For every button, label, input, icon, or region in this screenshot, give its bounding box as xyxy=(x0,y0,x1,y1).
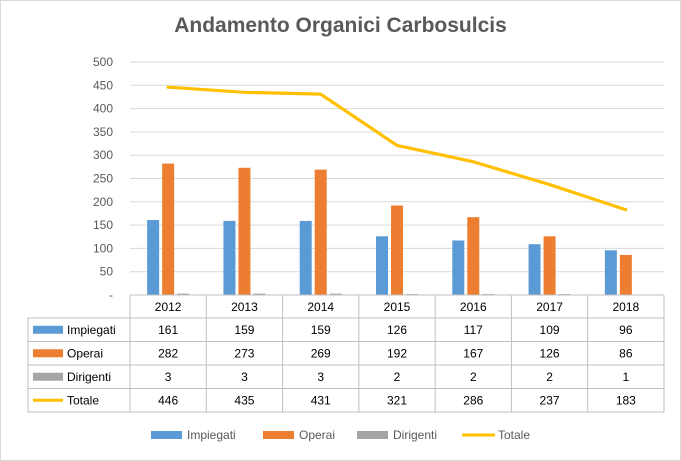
x-tick-label: 2016 xyxy=(460,300,487,314)
x-tick-label: 2014 xyxy=(307,300,334,314)
bar-impiegati xyxy=(604,250,617,295)
table-cell: 192 xyxy=(387,346,407,360)
y-tick-label: 50 xyxy=(100,265,114,279)
bar-impiegati xyxy=(528,244,541,295)
bar-dirigenti xyxy=(253,293,266,295)
table-cell: 282 xyxy=(158,346,178,360)
table-cell: 237 xyxy=(540,393,560,407)
legend-key-impiegati xyxy=(151,431,182,439)
bar-operai xyxy=(314,169,327,295)
table-cell: 1 xyxy=(623,370,630,384)
x-tick-label: 2015 xyxy=(384,300,411,314)
bar-dirigenti xyxy=(329,293,342,295)
y-tick-label: 250 xyxy=(93,172,113,186)
y-tick-label: 350 xyxy=(93,125,113,139)
table-cell: 273 xyxy=(234,346,254,360)
table-cell: 446 xyxy=(158,393,178,407)
bar-impiegati xyxy=(452,240,465,295)
table-cell: 2 xyxy=(470,370,477,384)
y-tick-label: 450 xyxy=(93,78,113,92)
table-cell: 2 xyxy=(394,370,401,384)
x-tick-label: 2012 xyxy=(155,300,182,314)
table-cell: 431 xyxy=(311,393,331,407)
y-tick-label: 500 xyxy=(93,55,113,69)
table-key-dirigenti xyxy=(33,372,63,381)
x-tick-label: 2013 xyxy=(231,300,258,314)
table-cell: 117 xyxy=(464,323,483,337)
table-cell: 286 xyxy=(463,393,483,407)
y-tick-label: 300 xyxy=(93,148,113,162)
legend-key-dirigenti xyxy=(357,431,388,439)
table-cell: 3 xyxy=(241,370,248,384)
table-cell: 3 xyxy=(317,370,324,384)
table-cell: 96 xyxy=(619,323,633,337)
x-tick-label: 2017 xyxy=(536,300,563,314)
x-tick-label: 2018 xyxy=(613,300,640,314)
table-cell: 161 xyxy=(158,323,178,337)
bar-operai xyxy=(467,217,480,295)
table-cell: 2 xyxy=(546,370,553,384)
table-key-operai xyxy=(33,349,63,358)
y-tick-label: 400 xyxy=(93,102,113,116)
legend-key-operai xyxy=(263,431,294,439)
legend-label: Impiegati xyxy=(187,428,236,442)
y-tick-label: 100 xyxy=(93,241,113,255)
bar-impiegati xyxy=(147,219,160,295)
bar-dirigenti xyxy=(177,293,190,295)
bar-operai xyxy=(543,236,556,295)
bar-operai xyxy=(619,254,632,295)
bar-impiegati xyxy=(223,220,236,295)
table-cell: 321 xyxy=(387,393,407,407)
table-series-label: Operai xyxy=(67,346,103,360)
table-series-label: Totale xyxy=(67,393,99,407)
table-cell: 167 xyxy=(463,346,483,360)
bar-impiegati xyxy=(299,220,312,295)
bar-operai xyxy=(238,167,251,295)
bar-impiegati xyxy=(376,236,388,295)
table-cell: 159 xyxy=(234,323,254,337)
table-cell: 183 xyxy=(616,393,636,407)
table-series-label: Dirigenti xyxy=(67,370,111,384)
y-tick-label: - xyxy=(109,288,113,302)
y-tick-label: 150 xyxy=(93,218,113,232)
table-cell: 126 xyxy=(387,323,407,337)
table-cell: 126 xyxy=(540,346,560,360)
chart-title: Andamento Organici Carbosulcis xyxy=(174,14,507,37)
table-cell: 269 xyxy=(311,346,331,360)
table-series-label: Impiegati xyxy=(67,323,116,337)
table-cell: 159 xyxy=(311,323,331,337)
table-cell: 109 xyxy=(540,323,560,337)
table-cell: 3 xyxy=(165,370,172,384)
bar-operai xyxy=(162,163,175,295)
legend-label: Operai xyxy=(299,428,335,442)
legend-label: Totale xyxy=(498,428,530,442)
table-cell: 86 xyxy=(619,346,633,360)
table-key-impiegati xyxy=(33,325,63,334)
legend-label: Dirigenti xyxy=(393,428,437,442)
bar-operai xyxy=(391,205,403,295)
y-tick-label: 200 xyxy=(93,195,113,209)
table-cell: 435 xyxy=(234,393,254,407)
line-totale xyxy=(166,85,628,212)
